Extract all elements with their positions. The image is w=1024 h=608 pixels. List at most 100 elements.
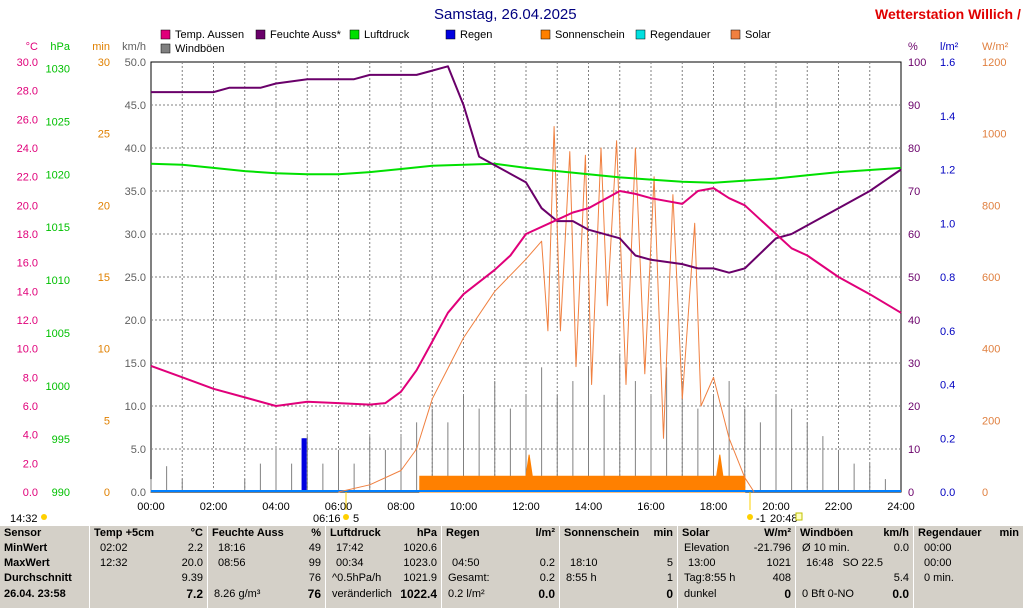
rain-axis-tick: 1.6 [940,57,955,69]
wind-axis-tick: 40.0 [125,143,146,155]
stats-cell-row: Tag:8:55 h 408 [678,571,795,586]
humidity-axis-tick: 50 [908,272,920,284]
stats-cell-row: 04:50 0.2 [442,556,559,571]
sunset-time: 20:48 [770,513,798,525]
stats-head: Solar [682,527,710,539]
stats-current-note: 8.26 g/m³ [214,588,261,600]
stats-min-value: 49 [308,542,321,554]
station-name-text: Wetterstation Willich [875,6,1014,22]
moon-icon [795,512,803,521]
stats-current-note: veränderlich [332,588,392,600]
stats-min-time: 17:42 [336,542,364,554]
stats-head: Luftdruck [330,527,381,539]
stats-current-value: 0.0 [892,587,909,601]
stats-avg-note: ^0.5hPa/h [332,572,382,584]
stats-unit: % [311,527,321,539]
stats-min-note: Ø 10 min. [802,542,850,554]
stats-current-value: 0 [784,587,791,601]
stats-head: Sonnenschein [564,527,640,539]
stats-max-time: 00:34 [336,557,364,569]
stats-max-value: 20.0 [181,557,203,569]
stats-unit: l/m² [535,527,555,539]
legend-label: Temp. Aussen [175,29,244,41]
wind-axis-tick: 15.0 [125,358,146,370]
wind-axis-unit: km/h [122,41,146,53]
stats-min-time: 00:00 [924,542,952,554]
rain-axis-tick: 1.4 [940,111,955,123]
stats-cell-row: 0.2 l/m² 0.0 [442,587,559,602]
stats-column-rain: Regen l/m² 04:50 0.2 Gesamt: 0.2 0.2 l/m² 0.0 [442,526,560,608]
time-axis-tick: 00:00 [137,501,165,513]
temp-axis-tick: 10.0 [17,344,38,356]
stats-cell-row: ^0.5hPa/h 1021.9 [326,571,441,586]
temp-axis-tick: 2.0 [23,458,38,470]
stats-cell-row: Windböen km/h [796,526,913,541]
stats-cell-row [914,587,1023,602]
humidity-axis-tick: 20 [908,401,920,413]
stats-cell-row: 02:02 2.2 [90,541,207,556]
stats-max-value: 5 [666,557,673,569]
legend-label: Windböen [175,43,225,55]
humidity-axis-tick: 0 [908,487,914,499]
stats-cell-row: 13:00 1021 [678,556,795,571]
rain-axis-tick: 0.4 [940,380,955,392]
temp-axis-tick: 28.0 [17,86,38,98]
stats-max-note: SO 22.5 [842,557,883,569]
temperature-line [150,187,902,407]
stats-cell-row: Temp +5cm °C [90,526,207,541]
pressure-axis-tick: 990 [52,487,70,499]
stats-min-value: 2.2 [187,542,203,554]
stats-cell-row: Sonnenschein min [560,526,677,541]
stats-current-note: 0.2 l/m² [448,588,485,600]
stats-head: Regendauer [918,527,982,539]
wind-axis-tick: 10.0 [125,401,146,413]
sunrise-time: 06:16 [313,513,341,525]
pressure-axis-tick: 1020 [46,169,70,181]
solar-axis-tick: 800 [982,200,1000,212]
stats-unit: min [999,527,1019,539]
time-axis-tick: 08:00 [387,501,415,513]
stats-cell-row: 7.2 [90,587,207,602]
stats-cell-row: Regendauer min [914,526,1023,541]
sunshine-area [419,454,746,493]
stats-cell-row: MinWert [0,541,89,556]
pressure-axis-tick: 1000 [46,381,70,393]
stats-current-value: 0.0 [538,587,555,601]
stats-avg-note: Tag:8:55 h [684,572,736,584]
stats-cell-row: 26.04. 23:58 [0,587,89,602]
stats-max-value: 99 [308,557,321,569]
stats-max-time: 08:56 [218,557,246,569]
stats-label-current: 26.04. 23:58 [4,588,66,600]
stats-cell-row [442,541,559,556]
legend-swatch [730,29,741,40]
wind-axis-tick: 30.0 [125,229,146,241]
stats-current-value: 7.2 [186,587,203,601]
stats-min-note: Elevation [684,542,730,554]
solar-axis-tick: 400 [982,344,1000,356]
stats-max-time: 13:00 [688,557,716,569]
humidity-axis-tick: 80 [908,143,920,155]
legend-label: Solar [745,29,771,41]
stats-label-min: MinWert [4,542,48,554]
stats-head: Windböen [800,527,854,539]
statistics-table: Sensor MinWert MaxWert Durchschnitt 26.04. 2… [0,526,1024,608]
rain-axis-tick: 0.0 [940,487,955,499]
minutes-axis-tick: 15 [98,272,110,284]
time-axis-tick: 16:00 [637,501,665,513]
stats-cell-row: veränderlich 1022.4 [326,587,441,602]
stats-cell-row: Elevation -21.796 [678,541,795,556]
stats-head: Feuchte Auss [212,527,284,539]
time-axis-tick: 02:00 [200,501,228,513]
temp-axis-tick: 18.0 [17,229,38,241]
legend-label: Sonnenschein [555,29,625,41]
stats-min-value: -21.796 [753,542,791,554]
stats-unit: hPa [416,527,437,539]
legend-swatch [445,29,456,40]
stats-cell-row: 00:00 [914,541,1023,556]
solar-axis-tick: 1200 [982,57,1006,69]
current-time-label: 14:32 [10,513,38,525]
stats-cell-row: 12:32 20.0 [90,556,207,571]
minutes-axis-unit: min [92,41,110,53]
stats-max-value: 1023.0 [403,557,437,569]
stats-cell-row: 0 Bft 0-NO 0.0 [796,587,913,602]
